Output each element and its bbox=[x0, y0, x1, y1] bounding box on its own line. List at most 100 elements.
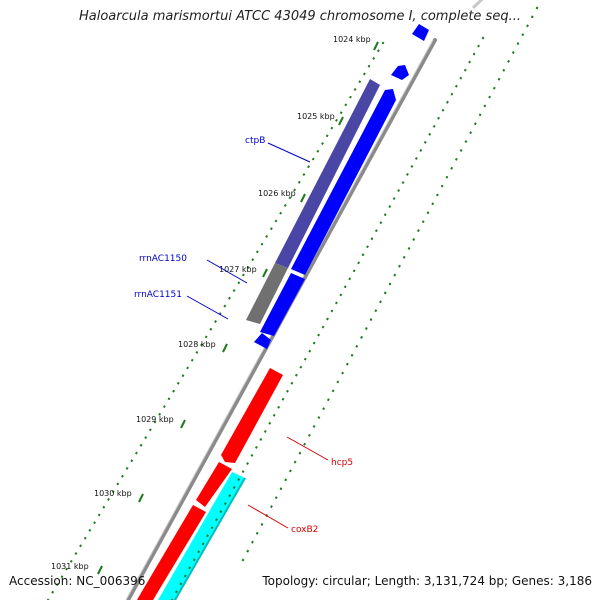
tick-track-inner bbox=[46, 41, 385, 600]
tick-mark-outer bbox=[335, 301, 338, 305]
tick-mark-inner bbox=[158, 412, 162, 416]
tick-mark-outer bbox=[497, 77, 501, 81]
tick-mark-outer bbox=[246, 549, 250, 553]
tick-mark-outer bbox=[260, 522, 264, 526]
gene-arrow-rrnAC1150[interactable] bbox=[260, 273, 305, 336]
tick-mark-outer bbox=[445, 175, 449, 179]
gene-arrow-small[interactable] bbox=[391, 65, 409, 80]
tick-mark-outer bbox=[259, 437, 263, 441]
tick-mark-outer bbox=[352, 269, 356, 273]
tick-mark-outer bbox=[326, 317, 329, 321]
map-title: Haloarcula marismortui ATCC 43049 chromo… bbox=[79, 9, 521, 24]
tick-mark-outer bbox=[383, 291, 387, 295]
gene-label-ctpB[interactable]: ctpB bbox=[245, 136, 265, 146]
tick-mark-inner bbox=[274, 219, 278, 223]
tick-mark-outer bbox=[170, 598, 174, 600]
major-tick bbox=[180, 419, 186, 429]
tick-mark-inner bbox=[148, 428, 152, 432]
tick-mark-outer bbox=[511, 51, 515, 54]
tick-mark-inner bbox=[51, 590, 55, 594]
tick-mark-inner bbox=[200, 343, 203, 347]
tick-mark-outer bbox=[345, 362, 349, 366]
gene-arrow-red-3[interactable] bbox=[137, 505, 206, 600]
rrnAC1151-leader bbox=[186, 295, 229, 320]
tick-mark-outer bbox=[255, 531, 259, 535]
tick-mark-inner bbox=[139, 443, 143, 447]
major-tick bbox=[138, 493, 144, 503]
tick-mark-outer bbox=[286, 389, 289, 393]
kbp-label-1026: 1026 kbp bbox=[258, 189, 296, 198]
tick-mark-outer bbox=[437, 116, 440, 120]
tick-mark-outer bbox=[357, 261, 360, 265]
tick-mark-inner bbox=[144, 436, 148, 440]
tick-mark-outer bbox=[206, 534, 209, 538]
tick-mark-outer bbox=[472, 52, 476, 56]
tick-mark-outer bbox=[295, 373, 298, 377]
tick-mark-outer bbox=[308, 349, 312, 353]
tick-mark-inner bbox=[46, 598, 50, 600]
backbone-ring bbox=[125, 0, 484, 600]
tick-mark-outer bbox=[361, 253, 365, 257]
tick-mark-outer bbox=[197, 550, 201, 554]
tick-mark-inner bbox=[167, 397, 171, 401]
gene-arrow-top[interactable] bbox=[412, 24, 429, 41]
tick-mark-inner bbox=[330, 126, 334, 130]
tick-mark-inner bbox=[228, 296, 231, 300]
tick-mark-outer bbox=[341, 371, 344, 375]
tick-mark-inner bbox=[311, 157, 315, 161]
tick-mark-outer bbox=[192, 558, 196, 562]
gene-label-hcp5[interactable]: hcp5 bbox=[331, 458, 353, 468]
tick-mark-outer bbox=[232, 486, 236, 490]
gene-label-rrnAC1150[interactable]: rrnAC1150 bbox=[139, 254, 187, 264]
tick-mark-outer bbox=[455, 157, 458, 161]
tick-mark-outer bbox=[360, 335, 363, 339]
tick-mark-outer bbox=[241, 558, 245, 562]
tick-mark-inner bbox=[223, 304, 227, 308]
tick-mark-inner bbox=[125, 466, 129, 470]
tick-mark-outer bbox=[370, 237, 374, 241]
major-tick bbox=[97, 565, 103, 575]
tick-mark-outer bbox=[293, 460, 297, 464]
cyan-feature-edge bbox=[174, 477, 246, 600]
tick-mark-outer bbox=[223, 502, 227, 506]
gene-arrow-hcp5[interactable] bbox=[221, 368, 283, 463]
tick-mark-outer bbox=[322, 407, 325, 411]
tick-mark-outer bbox=[317, 333, 320, 337]
tick-mark-outer bbox=[241, 470, 245, 473]
tick-mark-outer bbox=[393, 273, 397, 277]
tick-mark-outer bbox=[379, 300, 382, 304]
gene-arrow-red-2[interactable] bbox=[196, 462, 232, 507]
tick-track-outer-1 bbox=[170, 36, 485, 600]
tick-mark-inner bbox=[209, 327, 213, 331]
tick-mark-outer bbox=[290, 381, 294, 385]
tick-mark-outer bbox=[492, 86, 496, 90]
tick-mark-outer bbox=[303, 442, 307, 446]
tick-mark-inner bbox=[176, 381, 180, 385]
gene-arrow-rrnAC1151[interactable] bbox=[254, 333, 271, 349]
purple-feature[interactable] bbox=[275, 79, 380, 268]
gray-feature[interactable] bbox=[246, 263, 288, 324]
tick-mark-outer bbox=[210, 526, 214, 530]
tick-mark-outer bbox=[268, 421, 272, 425]
tick-mark-inner bbox=[93, 521, 96, 525]
tick-mark-outer bbox=[468, 60, 472, 64]
tick-mark-inner bbox=[381, 41, 385, 45]
tick-mark-outer bbox=[321, 325, 325, 329]
tick-mark-inner bbox=[55, 583, 59, 587]
major-tick-marks bbox=[97, 41, 379, 575]
tick-mark-inner bbox=[293, 188, 297, 192]
gene-label-coxB2[interactable]: coxB2 bbox=[291, 525, 318, 535]
tick-mark-inner bbox=[279, 211, 283, 215]
cyan-feature[interactable] bbox=[158, 472, 245, 600]
tick-mark-outer bbox=[369, 318, 373, 322]
tick-mark-outer bbox=[454, 84, 458, 88]
tick-mark-outer bbox=[274, 496, 278, 500]
gene-arrow-ctpB[interactable] bbox=[291, 89, 396, 275]
tick-mark-outer bbox=[270, 505, 273, 509]
tick-mark-outer bbox=[179, 582, 183, 586]
gene-label-rrnAC1151[interactable]: rrnAC1151 bbox=[134, 290, 182, 300]
tick-mark-outer bbox=[299, 365, 303, 369]
tick-mark-outer bbox=[312, 425, 316, 428]
tick-mark-inner bbox=[102, 505, 106, 509]
